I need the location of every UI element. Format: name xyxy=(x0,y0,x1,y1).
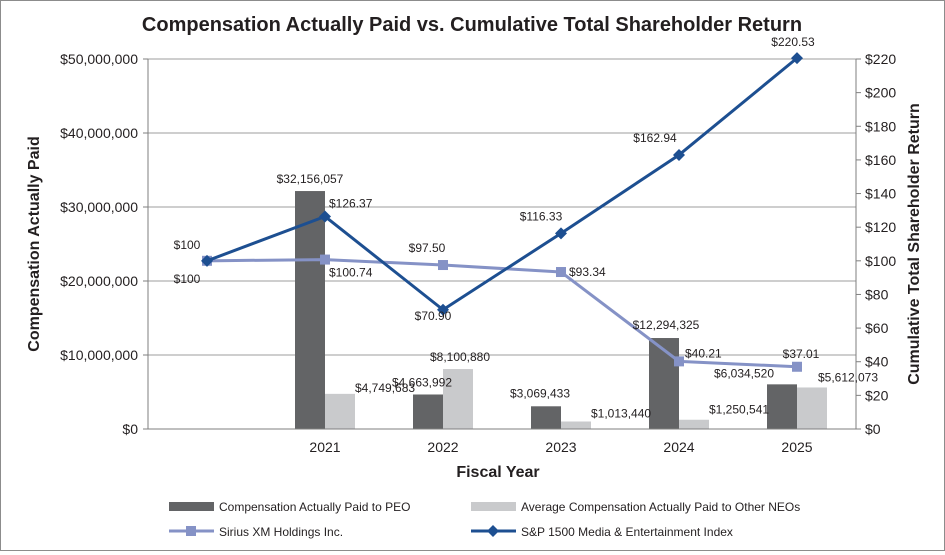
siri-label: $40.21 xyxy=(685,346,722,360)
neo-bar xyxy=(797,387,827,429)
x-tick-label: 2024 xyxy=(663,439,694,455)
x-tick-label: 2021 xyxy=(309,439,340,455)
y2-tick-label: $40 xyxy=(865,354,889,370)
y2-tick-label: $120 xyxy=(865,219,896,235)
bars xyxy=(295,191,827,429)
x-tick-label: 2023 xyxy=(545,439,576,455)
legend-marker-sp1500 xyxy=(487,525,499,537)
gridlines xyxy=(148,58,856,356)
y2-tick-label: $200 xyxy=(865,85,896,101)
y2-tick-label: $180 xyxy=(865,118,896,134)
neo-bar xyxy=(325,393,355,429)
peo-bar xyxy=(649,338,679,429)
siri-label: $100 xyxy=(174,272,201,286)
y2-tick-label: $160 xyxy=(865,152,896,168)
neo-bar-label: $8,100,880 xyxy=(430,350,490,364)
sp1500-marker xyxy=(319,210,331,223)
sp1500-marker xyxy=(437,303,449,316)
sp1500-label: $116.33 xyxy=(520,209,563,223)
axes: $0 $10,000,000 $20,000,000 $30,000,000 $40,0… xyxy=(60,51,896,455)
sp1500-marker xyxy=(555,227,567,240)
neo-bar-label: $5,612,073 xyxy=(818,370,878,384)
peo-bar-label: $32,156,057 xyxy=(277,172,344,186)
sp1500-marker xyxy=(791,52,803,65)
siri-line xyxy=(206,258,798,369)
peo-bar xyxy=(767,384,797,429)
neo-bar xyxy=(443,369,473,429)
peo-bar-label: $12,294,325 xyxy=(633,318,700,332)
peo-bar-label: $3,069,433 xyxy=(510,386,570,400)
sp1500-marker xyxy=(201,254,213,267)
y2-tick-label: $140 xyxy=(865,186,896,202)
sp1500-label: $70.90 xyxy=(415,309,452,323)
neo-bar-label: $1,013,440 xyxy=(591,407,651,421)
y2-axis-title: Cumulative Total Shareholder Return xyxy=(906,103,923,385)
sp1500-label: $126.37 xyxy=(329,196,373,210)
data-labels: $32,156,057 $4,663,992 $3,069,433 $12,294,3… xyxy=(174,35,879,420)
x-tick-label: 2025 xyxy=(781,439,812,455)
y-axis-title: Compensation Actually Paid xyxy=(26,136,43,351)
peo-bar-label: $4,663,992 xyxy=(392,375,452,389)
y-tick-label: $40,000,000 xyxy=(60,125,138,141)
siri-label: $93.34 xyxy=(569,265,606,279)
siri-marker xyxy=(438,260,448,271)
siri-label: $100.74 xyxy=(329,266,373,280)
legend-label-siri: Sirius XM Holdings Inc. xyxy=(219,525,343,539)
peo-bar xyxy=(295,191,325,429)
siri-marker xyxy=(674,356,684,367)
y2-tick-label: $100 xyxy=(865,253,896,269)
y2-tick-label: $20 xyxy=(865,387,889,403)
y2-tick-label: $80 xyxy=(865,286,889,302)
siri-marker xyxy=(792,361,802,372)
sp1500-label: $100 xyxy=(174,238,201,252)
siri-marker xyxy=(320,254,330,265)
y-tick-label: $0 xyxy=(122,421,138,437)
y2-tick-label: $60 xyxy=(865,320,889,336)
y-tick-label: $30,000,000 xyxy=(60,199,138,215)
siri-marker xyxy=(556,267,566,278)
y2-tick-label: $0 xyxy=(865,421,881,437)
neo-bar-label: $1,250,541 xyxy=(709,403,769,417)
neo-bar xyxy=(679,419,709,429)
sp1500-marker xyxy=(673,148,685,161)
y-tick-label: $20,000,000 xyxy=(60,273,138,289)
x-tick-label: 2022 xyxy=(427,439,458,455)
legend-swatch-peo xyxy=(169,502,214,511)
peo-bar-label: $6,034,520 xyxy=(714,366,774,380)
y2-tick-label: $220 xyxy=(865,51,896,67)
legend-label-sp1500: S&P 1500 Media & Entertainment Index xyxy=(521,525,733,539)
legend-label-peo: Compensation Actually Paid to PEO xyxy=(219,500,410,514)
siri-label: $37.01 xyxy=(783,347,820,361)
peo-bar xyxy=(531,406,561,429)
legend-swatch-neo xyxy=(471,502,516,511)
siri-label: $97.50 xyxy=(409,241,446,255)
sp1500-line xyxy=(206,56,798,312)
sp1500-label: $220.53 xyxy=(771,35,815,49)
peo-bar xyxy=(413,394,443,429)
neo-bar xyxy=(561,421,591,429)
sp1500-label: $162.94 xyxy=(633,131,677,145)
neo-bar-label: $4,749,683 xyxy=(355,381,415,395)
legend: Compensation Actually Paid to PEO Average… xyxy=(169,500,800,539)
legend-label-neo: Average Compensation Actually Paid to Ot… xyxy=(521,500,800,514)
x-axis-title: Fiscal Year xyxy=(456,464,539,481)
legend-marker-siri xyxy=(186,526,196,536)
chart-title: Compensation Actually Paid vs. Cumulativ… xyxy=(142,14,802,36)
lines xyxy=(201,52,803,372)
y-tick-label: $10,000,000 xyxy=(60,347,138,363)
y-tick-label: $50,000,000 xyxy=(60,51,138,67)
